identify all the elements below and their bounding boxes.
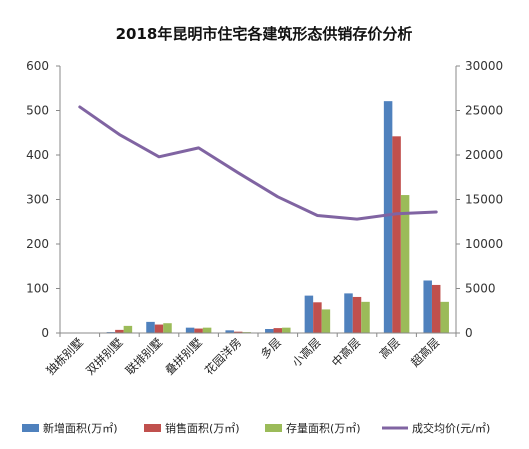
bar-2-4 <box>194 328 203 333</box>
category-label: 小高层 <box>289 335 323 369</box>
bar-1-10 <box>423 280 432 333</box>
bar-3-10 <box>440 301 449 333</box>
category-label: 叠拼别墅 <box>162 335 205 378</box>
legend-swatch-1 <box>22 424 39 432</box>
bar-3-2 <box>123 325 133 333</box>
legend-label-4: 成交均价(元/㎡) <box>412 421 490 435</box>
legend-label-1: 新增面积(万㎡) <box>43 421 118 435</box>
category-label: 双拼别墅 <box>83 335 126 378</box>
bar-2-8 <box>352 296 362 333</box>
left-tick-label: 300 <box>26 193 49 207</box>
bar-2-7 <box>313 302 322 333</box>
left-tick-label: 100 <box>26 282 49 296</box>
bar-1-3 <box>146 321 155 334</box>
plot-area <box>67 101 449 334</box>
category-label: 高层 <box>377 335 403 361</box>
right-tick-label: 5000 <box>465 282 496 296</box>
bar-2-2 <box>115 329 124 333</box>
bar-3-9 <box>400 195 410 333</box>
bar-3-8 <box>361 301 370 333</box>
category-label: 联排别墅 <box>123 335 166 378</box>
legend: 新增面积(万㎡) 销售面积(万㎡) 存量面积(万㎡) 成交均价(元/㎡) <box>22 421 490 435</box>
left-tick-label: 500 <box>26 104 49 118</box>
bar-1-5 <box>225 330 234 333</box>
category-label: 花园洋房 <box>202 335 244 377</box>
legend-label-2: 销售面积(万㎡) <box>165 421 240 435</box>
price-line <box>78 105 438 221</box>
chart-title: 2018年昆明市住宅各建筑形态供销存价分析 <box>116 25 413 43</box>
category-label: 超高层 <box>408 335 442 369</box>
legend-swatch-3 <box>265 424 282 432</box>
right-tick-label: 20000 <box>465 148 503 162</box>
bar-2-10 <box>431 284 441 333</box>
right-tick-label: 10000 <box>465 237 503 251</box>
bar-3-6 <box>282 327 291 333</box>
legend-label-3: 存量面积(万㎡) <box>286 421 361 435</box>
bar-1-7 <box>304 295 314 333</box>
left-tick-label: 400 <box>26 148 49 162</box>
category-label: 中高层 <box>329 335 363 369</box>
left-tick-label: 200 <box>26 237 49 251</box>
bar-2-3 <box>154 324 164 333</box>
bar-1-6 <box>265 329 274 333</box>
bar-2-9 <box>392 136 401 333</box>
legend-swatch-2 <box>144 424 161 432</box>
right-tick-label: 30000 <box>465 59 503 73</box>
bar-2-5 <box>233 331 243 333</box>
bar-1-8 <box>344 293 353 333</box>
left-tick-label: 0 <box>41 326 49 340</box>
right-tick-label: 0 <box>465 326 473 340</box>
bar-3-7 <box>321 309 331 333</box>
right-tick-label: 15000 <box>465 193 503 207</box>
bar-3-4 <box>202 327 212 333</box>
left-tick-label: 600 <box>26 59 49 73</box>
bar-3-3 <box>163 323 172 333</box>
bar-2-6 <box>273 328 283 333</box>
category-label: 独栋别墅 <box>43 335 86 378</box>
bar-1-4 <box>185 327 195 333</box>
bar-1-9 <box>383 101 393 333</box>
category-label: 多层 <box>258 335 284 361</box>
right-tick-label: 25000 <box>465 104 503 118</box>
